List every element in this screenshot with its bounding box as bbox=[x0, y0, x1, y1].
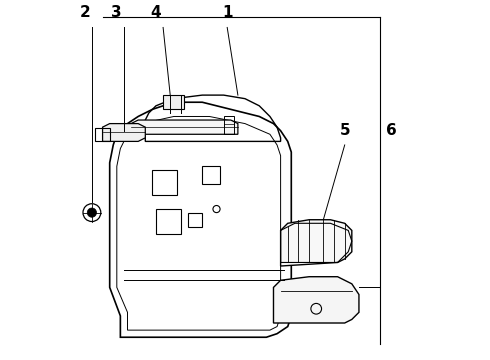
Polygon shape bbox=[131, 120, 238, 134]
Text: 2: 2 bbox=[79, 5, 90, 20]
Circle shape bbox=[87, 208, 97, 217]
Bar bbox=[202, 166, 220, 184]
Bar bbox=[152, 170, 177, 195]
Polygon shape bbox=[273, 277, 359, 323]
Text: 4: 4 bbox=[150, 5, 161, 20]
Bar bbox=[163, 95, 184, 109]
Bar bbox=[188, 213, 202, 227]
Text: 6: 6 bbox=[386, 123, 396, 138]
Bar bbox=[156, 209, 181, 234]
Text: 1: 1 bbox=[222, 5, 232, 20]
Text: 3: 3 bbox=[112, 5, 122, 20]
Text: 5: 5 bbox=[340, 123, 350, 138]
Bar bbox=[96, 128, 110, 141]
Polygon shape bbox=[281, 220, 352, 266]
Polygon shape bbox=[102, 123, 146, 141]
